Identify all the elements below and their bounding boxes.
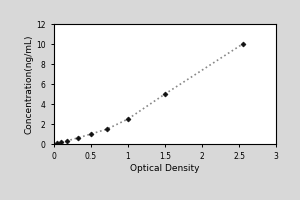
X-axis label: Optical Density: Optical Density xyxy=(130,164,200,173)
Y-axis label: Concentration(ng/mL): Concentration(ng/mL) xyxy=(24,34,33,134)
